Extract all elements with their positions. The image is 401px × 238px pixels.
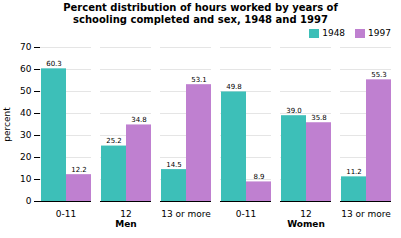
html-text:1948: 1948 bbox=[322, 27, 346, 38]
svg-text:0-11: 0-11 bbox=[56, 209, 76, 219]
svg-text:12: 12 bbox=[120, 209, 131, 219]
svg-text:percent: percent bbox=[2, 107, 12, 142]
svg-text:30: 30 bbox=[20, 130, 32, 140]
svg-text:40: 40 bbox=[20, 108, 32, 118]
svg-text:8.9: 8.9 bbox=[253, 173, 264, 181]
svg-text:10: 10 bbox=[20, 174, 32, 184]
svg-text:12: 12 bbox=[300, 209, 311, 219]
svg-text:12.2: 12.2 bbox=[71, 166, 87, 174]
svg-text:34.8: 34.8 bbox=[131, 116, 147, 124]
svg-text:53.1: 53.1 bbox=[191, 76, 207, 84]
svg-text:39.0: 39.0 bbox=[286, 107, 302, 115]
svg-text:13 or more: 13 or more bbox=[341, 209, 391, 219]
svg-text:70: 70 bbox=[20, 42, 32, 52]
svg-text:Women: Women bbox=[287, 219, 325, 229]
svg-text:49.8: 49.8 bbox=[226, 83, 242, 91]
svg-text:11.2: 11.2 bbox=[346, 168, 362, 176]
svg-text:0: 0 bbox=[26, 196, 32, 206]
svg-text:60.3: 60.3 bbox=[46, 60, 62, 68]
html-text:Percent distribution of hours: Percent distribution of hours worked by … bbox=[63, 2, 338, 25]
svg-text:Men: Men bbox=[115, 219, 136, 229]
svg-text:20: 20 bbox=[20, 152, 32, 162]
html-text:1997: 1997 bbox=[368, 27, 391, 38]
svg-text:14.5: 14.5 bbox=[166, 161, 182, 169]
svg-text:25.2: 25.2 bbox=[106, 137, 122, 145]
svg-text:50: 50 bbox=[20, 86, 32, 96]
svg-text:13 or more: 13 or more bbox=[161, 209, 211, 219]
svg-text:60: 60 bbox=[20, 64, 32, 74]
svg-text:55.3: 55.3 bbox=[371, 71, 387, 79]
svg-text:0-11: 0-11 bbox=[236, 209, 256, 219]
svg-text:35.8: 35.8 bbox=[311, 114, 327, 122]
